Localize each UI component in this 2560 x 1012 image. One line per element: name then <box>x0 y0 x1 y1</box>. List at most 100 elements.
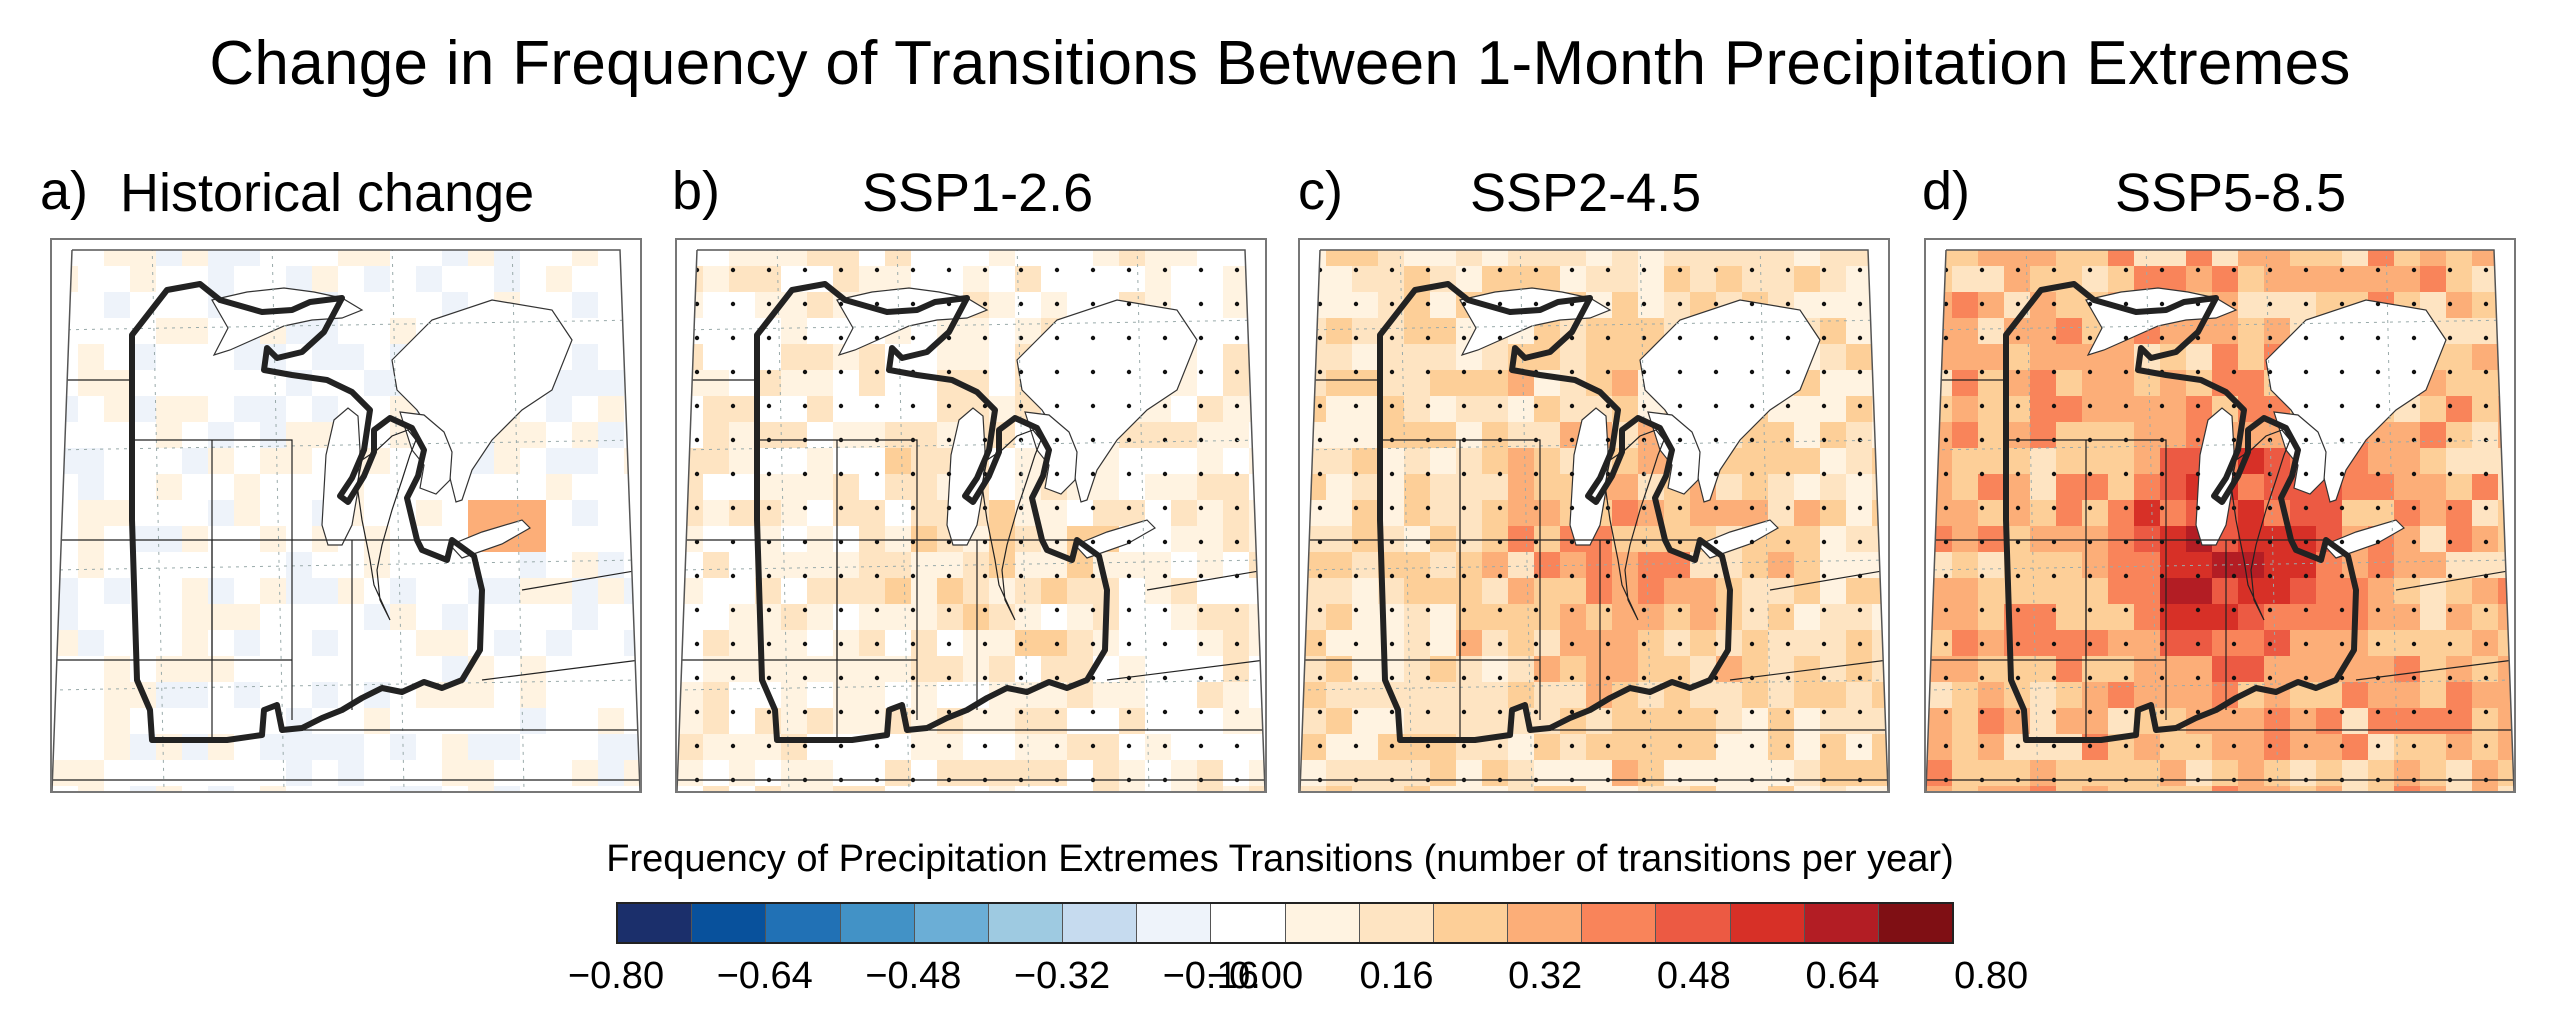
field-cell <box>2394 552 2421 579</box>
field-cell <box>2290 760 2317 787</box>
field-cell <box>598 292 625 319</box>
significance-dot <box>1943 743 1949 749</box>
field-cell <box>1952 708 1979 735</box>
field-cell <box>1926 760 1953 787</box>
field-cell <box>1326 448 1353 475</box>
significance-dot <box>1857 539 1863 545</box>
field-cell <box>1300 474 1327 501</box>
field-cell <box>1742 630 1769 657</box>
field-cell <box>1846 500 1873 527</box>
field-cell <box>1456 760 1483 787</box>
significance-dot <box>1353 539 1359 545</box>
field-cell <box>1430 708 1457 735</box>
significance-dot <box>2231 709 2237 715</box>
field-cell <box>260 786 287 791</box>
graticule-line <box>677 319 1265 331</box>
significance-dot <box>2231 539 2237 545</box>
significance-dot <box>1162 675 1168 681</box>
field-cell <box>1952 250 1979 267</box>
field-cell <box>2108 250 2135 267</box>
field-cell <box>520 786 547 791</box>
field-cell <box>234 448 261 475</box>
field-cell <box>286 448 313 475</box>
field-cell <box>1872 682 1888 709</box>
significance-dot <box>1389 539 1395 545</box>
significance-dot <box>694 539 700 545</box>
map-svg-c <box>1300 249 1888 791</box>
significance-dot <box>694 437 700 443</box>
significance-dot <box>874 641 880 647</box>
significance-dot <box>2051 675 2057 681</box>
field-cell <box>520 760 547 787</box>
state-border-michigan <box>2230 429 2291 621</box>
field-cell <box>859 474 886 501</box>
significance-dot <box>910 471 916 477</box>
field-cell <box>234 760 261 787</box>
field-cell <box>781 786 808 791</box>
field-cell <box>494 578 521 605</box>
field-cell <box>1430 552 1457 579</box>
significance-dot <box>2231 369 2237 375</box>
field-cell <box>885 422 912 449</box>
field-cell <box>2160 760 2187 787</box>
field-cell <box>520 250 547 267</box>
field-cell <box>2368 448 2395 475</box>
map-panel-c <box>1298 238 1890 793</box>
field-cell <box>703 396 730 423</box>
field-cell <box>677 552 704 579</box>
water-lakeErie <box>1696 519 1779 559</box>
significance-dot <box>1785 573 1791 579</box>
field-cell <box>1015 578 1042 605</box>
field-cell <box>677 734 704 761</box>
field-cell <box>1223 448 1250 475</box>
field-cell <box>1872 344 1888 371</box>
field-cell <box>1768 734 1795 761</box>
water-lakeSup <box>211 287 364 357</box>
significance-dot <box>802 369 808 375</box>
field-cell <box>1952 318 1979 345</box>
significance-dot <box>2123 675 2129 681</box>
significance-dot <box>1389 471 1395 477</box>
field-cell <box>2316 604 2343 631</box>
field-cell <box>1145 250 1172 267</box>
field-cell <box>1482 786 1509 791</box>
field-cell <box>78 318 105 345</box>
significance-dot <box>838 267 844 273</box>
field-cell <box>130 266 157 293</box>
significance-dot <box>730 471 736 477</box>
significance-dot <box>1353 335 1359 341</box>
field-cell <box>989 474 1016 501</box>
field-cell <box>104 552 131 579</box>
field-cell <box>1171 500 1198 527</box>
significance-dot <box>2123 607 2129 613</box>
field-cell <box>2394 448 2421 475</box>
significance-dot <box>2231 607 2237 613</box>
colorbar-swatch <box>766 904 841 942</box>
field-cell <box>1326 396 1353 423</box>
field-cell <box>2472 786 2499 791</box>
field-cell <box>911 396 938 423</box>
field-cell <box>2368 630 2395 657</box>
significance-dot <box>1317 743 1323 749</box>
field-cell <box>2420 448 2447 475</box>
field-cell <box>1952 604 1979 631</box>
field-cell <box>364 630 391 657</box>
field-cell <box>2186 578 2213 605</box>
field-cell <box>2420 630 2447 657</box>
field-cell <box>442 734 469 761</box>
significance-dot <box>2267 335 2273 341</box>
field-cell <box>598 370 625 397</box>
field-cell <box>2420 760 2447 787</box>
field-cell <box>2264 786 2291 791</box>
field-cell <box>2420 500 2447 527</box>
field-cell <box>1223 474 1250 501</box>
field-cell <box>989 604 1016 631</box>
significance-dot <box>1353 403 1359 409</box>
significance-dot <box>1126 743 1132 749</box>
graticule-line <box>1926 559 2514 571</box>
field-cell <box>1638 250 1665 267</box>
significance-dot <box>1425 675 1431 681</box>
field-cell <box>572 760 599 787</box>
field-cell <box>416 500 443 527</box>
significance-dot <box>1943 607 1949 613</box>
